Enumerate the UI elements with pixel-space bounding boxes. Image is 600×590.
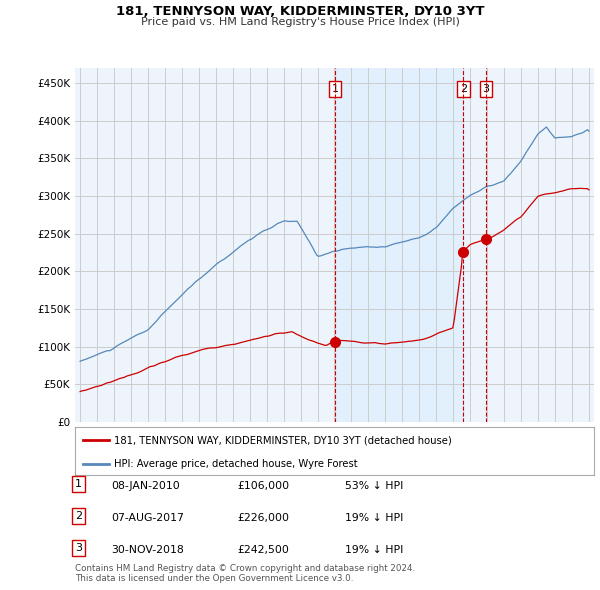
Text: Price paid vs. HM Land Registry's House Price Index (HPI): Price paid vs. HM Land Registry's House …: [140, 17, 460, 27]
Text: 2: 2: [75, 511, 82, 521]
Text: £226,000: £226,000: [237, 513, 289, 523]
Text: Contains HM Land Registry data © Crown copyright and database right 2024.
This d: Contains HM Land Registry data © Crown c…: [75, 563, 415, 583]
Text: 1: 1: [75, 479, 82, 489]
Text: 181, TENNYSON WAY, KIDDERMINSTER, DY10 3YT (detached house): 181, TENNYSON WAY, KIDDERMINSTER, DY10 3…: [114, 435, 452, 445]
Text: 1: 1: [332, 84, 338, 94]
Text: 19% ↓ HPI: 19% ↓ HPI: [345, 545, 403, 555]
Text: £106,000: £106,000: [237, 481, 289, 491]
Text: 53% ↓ HPI: 53% ↓ HPI: [345, 481, 403, 491]
Bar: [335, 68, 463, 422]
Text: 30-NOV-2018: 30-NOV-2018: [111, 545, 184, 555]
Text: 3: 3: [75, 543, 82, 553]
Text: HPI: Average price, detached house, Wyre Forest: HPI: Average price, detached house, Wyre…: [114, 459, 358, 469]
Text: 19% ↓ HPI: 19% ↓ HPI: [345, 513, 403, 523]
Text: 2: 2: [460, 84, 467, 94]
Text: 07-AUG-2017: 07-AUG-2017: [111, 513, 184, 523]
Text: 181, TENNYSON WAY, KIDDERMINSTER, DY10 3YT: 181, TENNYSON WAY, KIDDERMINSTER, DY10 3…: [116, 5, 484, 18]
Text: 3: 3: [482, 84, 489, 94]
Text: £242,500: £242,500: [237, 545, 289, 555]
Text: 08-JAN-2010: 08-JAN-2010: [111, 481, 180, 491]
